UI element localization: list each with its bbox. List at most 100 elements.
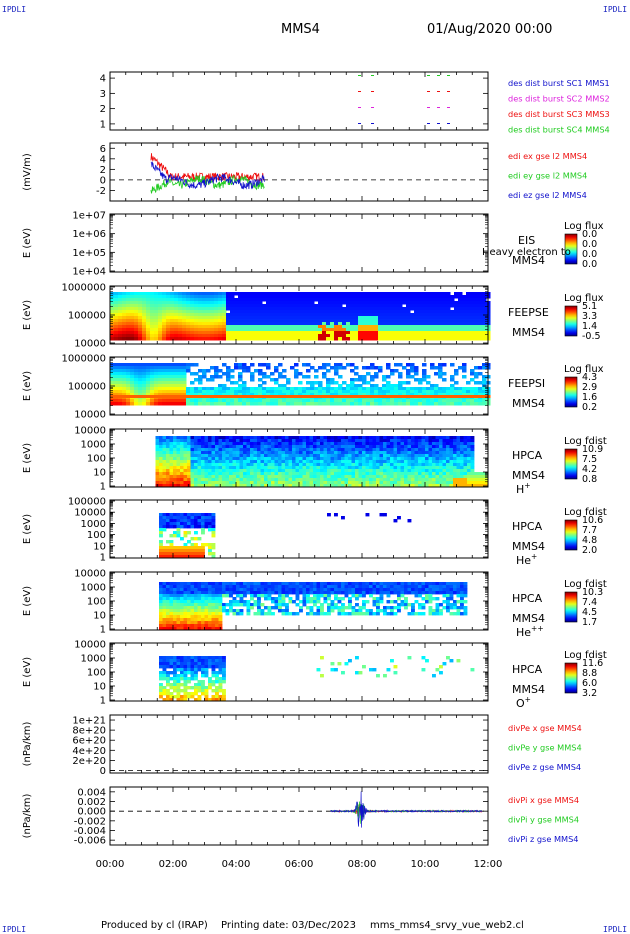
- spectrogram-cell: [155, 442, 160, 446]
- spectrogram-cell: [253, 484, 258, 488]
- spectrogram-cell: [400, 436, 405, 440]
- spectrogram-cell: [344, 445, 349, 449]
- spectrogram-cell: [110, 337, 115, 341]
- spectrogram-cell: [201, 519, 205, 523]
- spectrogram-cell: [446, 451, 450, 455]
- spectrogram-cell: [428, 451, 433, 455]
- spectrogram-cell: [282, 295, 287, 299]
- spectrogram-cell: [362, 466, 366, 470]
- spectrogram-cell: [330, 295, 335, 299]
- spectrogram-cell: [183, 466, 188, 470]
- spectrogram-cell: [134, 369, 139, 373]
- spectrogram-cell: [358, 304, 363, 308]
- spectrogram-cell: [414, 457, 419, 461]
- spectrogram-cell: [327, 469, 331, 473]
- spectrogram-cell: [298, 328, 303, 332]
- spectrogram-cell: [394, 390, 399, 394]
- spectrogram-cell: [446, 393, 451, 397]
- spectrogram-cell: [201, 478, 205, 482]
- spectrogram-cell: [174, 316, 179, 320]
- spectrogram-cell: [422, 378, 427, 382]
- spectrogram-cell: [169, 454, 174, 458]
- spectrogram-cell: [414, 448, 419, 452]
- spectrogram-cell: [246, 402, 251, 406]
- spectrogram-cell: [442, 460, 447, 464]
- spectrogram-cell: [266, 295, 271, 299]
- spectrogram-cell: [194, 313, 199, 317]
- spectrogram-cell: [122, 337, 127, 341]
- spectrogram-cell: [458, 328, 463, 332]
- spectrogram-cell: [274, 366, 279, 370]
- spectrogram-cell: [421, 472, 426, 476]
- spectrogram-cell: [456, 445, 461, 449]
- spectrogram-cell: [376, 445, 380, 449]
- spectrogram-cell: [173, 448, 177, 452]
- spectrogram-cell: [458, 387, 463, 391]
- spectrogram-cell: [210, 366, 215, 370]
- spectrogram-cell: [374, 328, 379, 332]
- spectrogram-cell: [158, 301, 163, 305]
- spectrogram-cell: [327, 466, 331, 470]
- spectrogram-cell: [344, 460, 349, 464]
- spectrogram-cell: [238, 322, 243, 326]
- spectrogram-cell: [326, 369, 331, 373]
- spectrogram-cell: [122, 387, 127, 391]
- spectrogram-cell: [138, 325, 143, 329]
- spectrogram-cell: [110, 310, 115, 314]
- spectrogram-cell: [386, 445, 391, 449]
- spectrogram-cell: [214, 393, 219, 397]
- spectrogram-cell: [202, 310, 207, 314]
- corner-label-bottom-right: IPDLI: [603, 925, 628, 934]
- spectrogram-cell: [176, 555, 181, 559]
- spectrogram-cell: [206, 298, 211, 302]
- spectrogram-cell: [202, 334, 207, 338]
- spectrogram-cell: [449, 448, 454, 452]
- spectrogram-cell: [208, 525, 212, 529]
- spectrogram-cell: [298, 319, 303, 323]
- spectrogram-cell: [230, 307, 235, 311]
- spectrogram-cell: [299, 472, 303, 476]
- spectrogram-cell: [474, 393, 479, 397]
- spectrogram-cell: [372, 445, 377, 449]
- spectrogram-cell: [358, 322, 363, 326]
- spectrogram-cell: [208, 543, 212, 547]
- spectrogram-cell: [257, 472, 261, 476]
- spectrogram-cell: [270, 304, 275, 308]
- spectrogram-cell: [323, 439, 328, 443]
- spectrogram-cell: [142, 295, 147, 299]
- spectrogram-cell: [142, 384, 147, 388]
- spectrogram-cell: [342, 328, 347, 332]
- spectrogram-cell: [354, 307, 359, 311]
- spectrogram-cell: [138, 316, 143, 320]
- spectrogram-cell: [211, 513, 216, 517]
- spectrogram-cell: [138, 298, 143, 302]
- spectrogram-cell: [158, 316, 163, 320]
- spectrogram-cell: [453, 457, 457, 461]
- spectrogram-cell: [270, 337, 275, 341]
- spectrogram-cell: [326, 325, 331, 329]
- spectrogram-cell: [258, 313, 263, 317]
- spectrogram-cell: [246, 448, 251, 452]
- spectrogram-cell: [474, 372, 479, 376]
- spectrogram-cell: [326, 301, 331, 305]
- spectrogram-cell: [390, 316, 395, 320]
- spectrogram-cell: [190, 298, 195, 302]
- spectrogram-cell: [169, 436, 174, 440]
- spectrogram-cell: [299, 463, 303, 467]
- spectrogram-cell: [150, 375, 155, 379]
- spectrogram-cell: [180, 513, 184, 517]
- spectrogram-cell: [130, 307, 135, 311]
- spectrogram-cell: [174, 322, 179, 326]
- spectrogram-cell: [122, 307, 127, 311]
- spectrogram-cell: [338, 304, 343, 308]
- spectrogram-cell: [426, 295, 431, 299]
- spectrogram-cell: [410, 304, 415, 308]
- spectrogram-cell: [258, 319, 263, 323]
- spectrogram-cell: [338, 363, 343, 367]
- spectrogram-cell: [236, 475, 240, 479]
- spectrogram-cell: [350, 363, 355, 367]
- spectrogram-cell: [428, 475, 433, 479]
- spectrogram-cell: [204, 439, 209, 443]
- spectrogram-cell: [211, 528, 216, 532]
